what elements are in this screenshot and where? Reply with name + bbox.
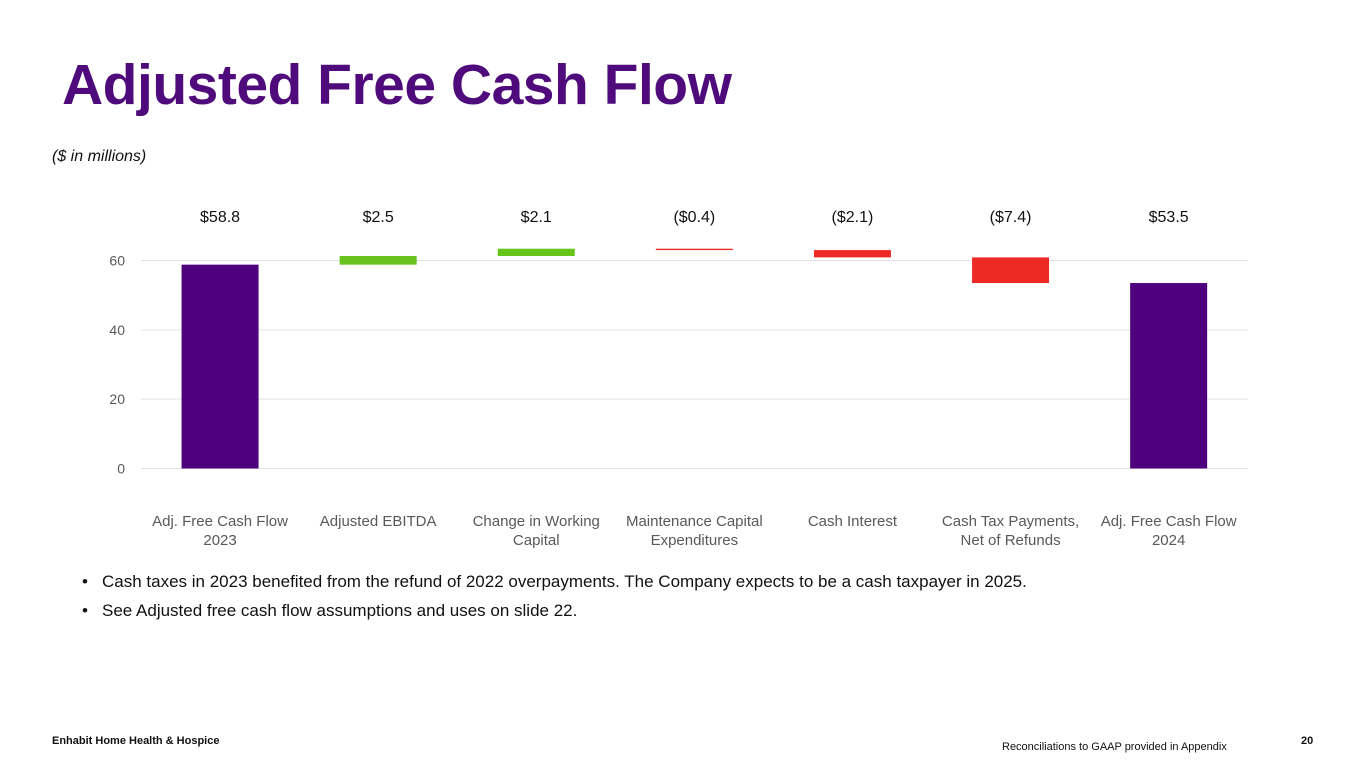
y-tick-label: 0 bbox=[117, 461, 125, 477]
gridlines bbox=[141, 260, 1248, 469]
category-labels: Adj. Free Cash Flow 2023 Adjusted EBITDA Ch… bbox=[152, 513, 1237, 549]
page-title: Adjusted Free Cash Flow bbox=[62, 53, 732, 117]
data-label: $53.5 bbox=[1149, 209, 1189, 226]
category-label: Expenditures bbox=[651, 532, 739, 549]
data-label: $2.1 bbox=[521, 209, 552, 226]
y-tick-label: 20 bbox=[109, 391, 125, 407]
category-label: Cash Tax Payments, bbox=[942, 513, 1079, 530]
category-label: Adj. Free Cash Flow bbox=[152, 513, 288, 530]
bullet-item: • Cash taxes in 2023 benefited from the … bbox=[82, 572, 1027, 601]
category-label: Adjusted EBITDA bbox=[320, 513, 437, 530]
bar bbox=[1130, 283, 1208, 469]
bar bbox=[972, 257, 1050, 284]
data-label: ($2.1) bbox=[832, 209, 874, 226]
bar bbox=[655, 248, 733, 251]
bar bbox=[181, 264, 259, 469]
bullet-item: • See Adjusted free cash flow assumption… bbox=[82, 601, 1027, 630]
bullet-text: See Adjusted free cash flow assumptions … bbox=[102, 601, 578, 620]
category-label: Maintenance Capital bbox=[626, 513, 763, 530]
waterfall-chart: $58.8 $2.5 $2.1 ($0.4) ($2.1) ($7.4) $53.5 0 20… bbox=[109, 209, 1248, 549]
data-label: ($0.4) bbox=[673, 209, 715, 226]
category-label: Change in Working bbox=[473, 513, 600, 530]
data-label: ($7.4) bbox=[990, 209, 1032, 226]
y-tick-label: 40 bbox=[109, 322, 125, 338]
bars bbox=[181, 248, 1208, 469]
bullet-text: Cash taxes in 2023 benefited from the re… bbox=[102, 572, 1027, 591]
data-label: $58.8 bbox=[200, 209, 240, 226]
bar bbox=[339, 255, 417, 265]
units-subtitle: ($ in millions) bbox=[52, 148, 147, 165]
page-number: 20 bbox=[1301, 735, 1314, 747]
data-labels: $58.8 $2.5 $2.1 ($0.4) ($2.1) ($7.4) $53.5 bbox=[200, 209, 1189, 226]
category-label: Capital bbox=[513, 532, 560, 549]
category-label: Cash Interest bbox=[808, 513, 898, 530]
footer-note: Reconciliations to GAAP provided in Appe… bbox=[1002, 741, 1227, 753]
y-axis-ticks: 0 20 40 60 bbox=[109, 253, 125, 477]
bar bbox=[813, 250, 891, 258]
category-label: Net of Refunds bbox=[961, 532, 1061, 549]
data-label: $2.5 bbox=[363, 209, 394, 226]
bar bbox=[497, 248, 575, 256]
footer-company: Enhabit Home Health & Hospice bbox=[52, 735, 220, 747]
category-label: Adj. Free Cash Flow bbox=[1101, 513, 1237, 530]
category-label: 2023 bbox=[203, 532, 236, 549]
bullet-symbol: • bbox=[82, 601, 88, 620]
category-label: 2024 bbox=[1152, 532, 1185, 549]
y-tick-label: 60 bbox=[109, 253, 125, 269]
bullet-list: • Cash taxes in 2023 benefited from the … bbox=[82, 572, 1027, 630]
bullet-symbol: • bbox=[82, 572, 88, 591]
